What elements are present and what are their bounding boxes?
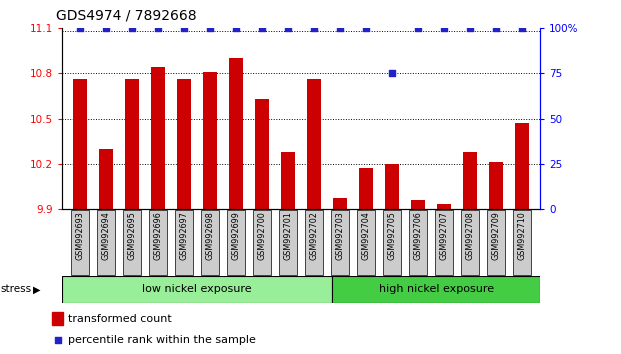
Bar xyxy=(281,152,296,209)
Text: GSM992703: GSM992703 xyxy=(336,212,345,260)
Text: GSM992696: GSM992696 xyxy=(154,212,163,260)
Point xyxy=(439,25,449,31)
Point xyxy=(53,337,63,343)
FancyBboxPatch shape xyxy=(175,210,193,275)
Point xyxy=(153,25,163,31)
FancyBboxPatch shape xyxy=(487,210,505,275)
Text: GSM992698: GSM992698 xyxy=(206,212,215,260)
Text: GSM992697: GSM992697 xyxy=(179,212,189,261)
Point xyxy=(361,25,371,31)
FancyBboxPatch shape xyxy=(279,210,297,275)
Point xyxy=(206,25,215,31)
Text: GSM992702: GSM992702 xyxy=(310,212,319,261)
FancyBboxPatch shape xyxy=(513,210,531,275)
Point xyxy=(283,25,293,31)
Text: GSM992706: GSM992706 xyxy=(414,212,423,260)
Text: GSM992708: GSM992708 xyxy=(466,212,474,260)
FancyBboxPatch shape xyxy=(357,210,375,275)
FancyBboxPatch shape xyxy=(435,210,453,275)
Bar xyxy=(307,79,321,209)
Bar xyxy=(62,276,332,303)
Text: GSM992710: GSM992710 xyxy=(517,212,527,260)
Bar xyxy=(332,276,540,303)
Point xyxy=(387,71,397,76)
Bar xyxy=(437,204,451,209)
Point xyxy=(75,25,85,31)
Text: transformed count: transformed count xyxy=(68,314,172,324)
Text: GSM992707: GSM992707 xyxy=(440,212,448,261)
FancyBboxPatch shape xyxy=(383,210,401,275)
Point xyxy=(335,25,345,31)
Bar xyxy=(99,149,114,209)
Bar xyxy=(52,312,63,325)
Bar xyxy=(411,200,425,209)
Text: GSM992704: GSM992704 xyxy=(361,212,371,260)
Text: GSM992695: GSM992695 xyxy=(128,212,137,261)
Text: GSM992709: GSM992709 xyxy=(492,212,501,261)
Text: GSM992699: GSM992699 xyxy=(232,212,241,261)
FancyBboxPatch shape xyxy=(461,210,479,275)
Point xyxy=(517,25,527,31)
Point xyxy=(491,25,501,31)
Bar xyxy=(73,79,88,209)
FancyBboxPatch shape xyxy=(97,210,116,275)
Point xyxy=(257,25,267,31)
FancyBboxPatch shape xyxy=(149,210,167,275)
Text: stress: stress xyxy=(1,284,32,295)
Bar xyxy=(125,79,139,209)
Bar xyxy=(385,164,399,209)
Point xyxy=(101,25,111,31)
Text: GSM992705: GSM992705 xyxy=(388,212,397,261)
Text: percentile rank within the sample: percentile rank within the sample xyxy=(68,335,256,345)
Bar xyxy=(333,198,347,209)
Point xyxy=(309,25,319,31)
Point xyxy=(179,25,189,31)
Text: ▶: ▶ xyxy=(33,284,40,295)
Bar xyxy=(463,152,478,209)
Bar xyxy=(177,79,191,209)
FancyBboxPatch shape xyxy=(253,210,271,275)
Text: GDS4974 / 7892668: GDS4974 / 7892668 xyxy=(56,9,196,23)
Bar xyxy=(489,162,503,209)
FancyBboxPatch shape xyxy=(71,210,89,275)
Point xyxy=(127,25,137,31)
Text: GSM992701: GSM992701 xyxy=(284,212,292,260)
Bar xyxy=(515,123,529,209)
Bar xyxy=(359,168,373,209)
FancyBboxPatch shape xyxy=(201,210,219,275)
Bar xyxy=(151,67,165,209)
Text: GSM992693: GSM992693 xyxy=(76,212,85,260)
Text: GSM992700: GSM992700 xyxy=(258,212,266,260)
FancyBboxPatch shape xyxy=(331,210,349,275)
FancyBboxPatch shape xyxy=(305,210,324,275)
Point xyxy=(231,25,241,31)
FancyBboxPatch shape xyxy=(409,210,427,275)
Bar xyxy=(255,99,270,209)
Text: high nickel exposure: high nickel exposure xyxy=(379,284,494,295)
FancyBboxPatch shape xyxy=(227,210,245,275)
Bar xyxy=(203,72,217,209)
Text: GSM992694: GSM992694 xyxy=(102,212,111,260)
FancyBboxPatch shape xyxy=(123,210,142,275)
Bar xyxy=(229,58,243,209)
Point xyxy=(465,25,475,31)
Text: low nickel exposure: low nickel exposure xyxy=(142,284,252,295)
Point xyxy=(413,25,423,31)
